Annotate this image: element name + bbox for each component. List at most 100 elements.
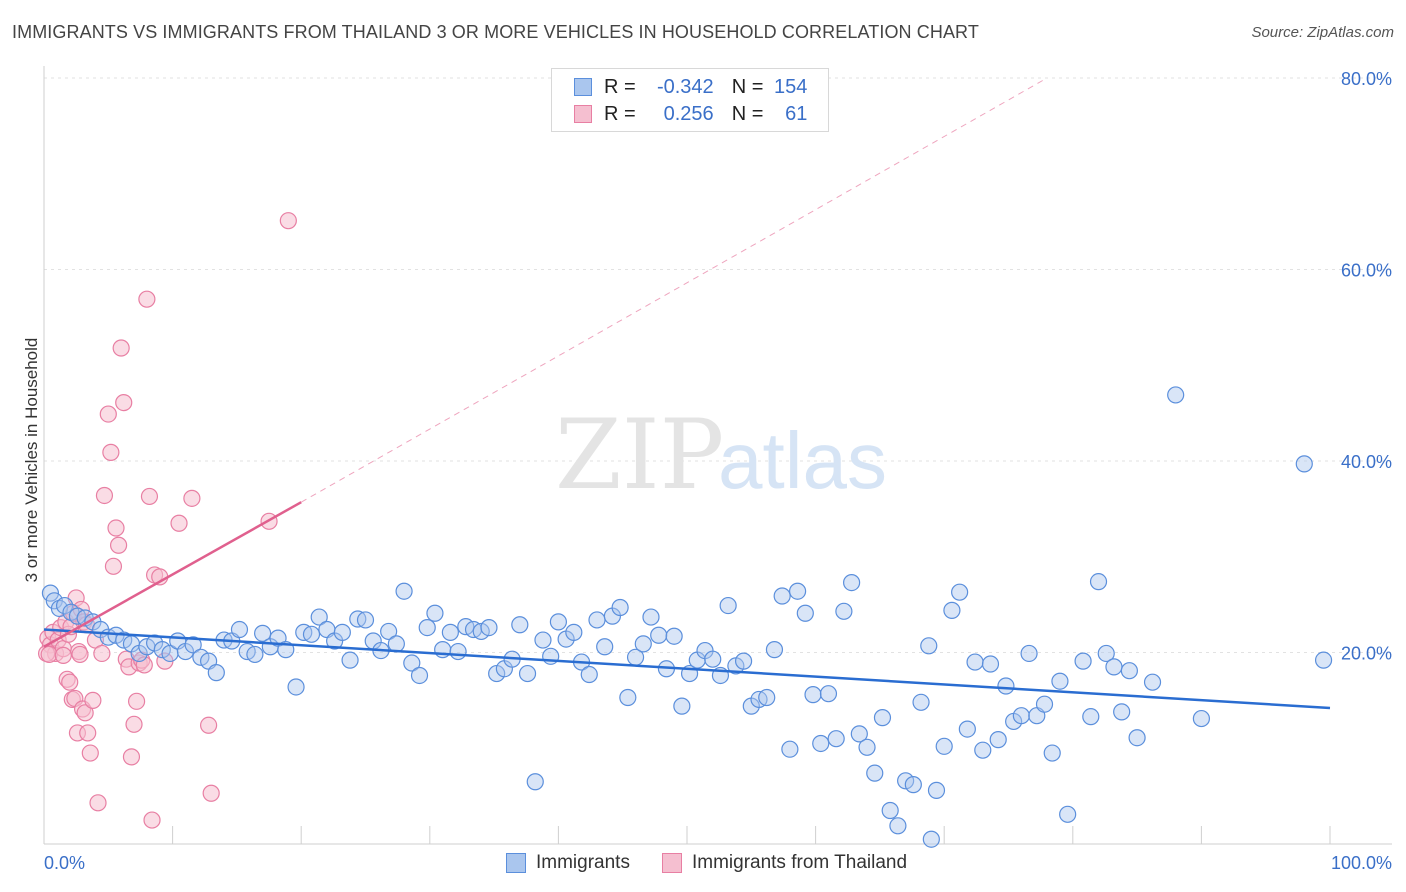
- immigrants-point: [1082, 708, 1100, 726]
- immigrants-point: [858, 738, 876, 756]
- thailand-point: [89, 794, 107, 812]
- immigrants-point: [1295, 455, 1313, 473]
- legend-swatch-pink: [661, 853, 682, 873]
- immigrants-point: [549, 613, 568, 631]
- thailand-point: [279, 212, 297, 230]
- thailand-point: [104, 557, 123, 575]
- x-tick-label: 100.0%: [1331, 853, 1392, 873]
- series-immigrants-points: [41, 386, 1333, 848]
- immigrants-point: [192, 648, 210, 666]
- immigrants-point: [534, 631, 552, 649]
- immigrants-point: [881, 801, 899, 820]
- immigrants-point: [819, 685, 838, 703]
- thailand-point: [140, 487, 159, 506]
- immigrants-point: [1020, 644, 1038, 663]
- y-tick-label: 60.0%: [1341, 261, 1392, 281]
- immigrants-point: [843, 574, 861, 592]
- immigrants-point: [981, 655, 1000, 673]
- immigrants-point: [943, 601, 961, 619]
- legend-n-label: N =: [731, 102, 764, 125]
- immigrants-point: [719, 596, 737, 615]
- immigrants-point: [997, 677, 1015, 695]
- thailand-point: [200, 716, 218, 734]
- thailand-point: [115, 393, 133, 412]
- immigrants-point: [611, 598, 629, 617]
- immigrants-point: [1035, 695, 1054, 713]
- thailand-point: [99, 405, 117, 423]
- trend-lines: [43, 77, 1331, 710]
- immigrants-point: [449, 642, 467, 661]
- immigrants-point: [758, 688, 776, 707]
- thailand-point: [112, 339, 130, 357]
- immigrants-point: [588, 611, 606, 629]
- legend-swatch-blue: [506, 853, 526, 873]
- thailand-point: [84, 691, 102, 709]
- immigrants-point: [441, 623, 459, 641]
- legend-swatch-blue: [574, 78, 592, 96]
- thailand-point: [170, 514, 188, 532]
- immigrants-point: [287, 678, 305, 696]
- thailand-point: [183, 489, 201, 507]
- immigrants-point: [1120, 662, 1138, 680]
- source-label: Source: ZipAtlas.com: [1251, 24, 1394, 41]
- thailand-point: [109, 536, 128, 554]
- immigrants-point: [619, 688, 637, 707]
- legend-r-value: 0.256: [663, 102, 714, 125]
- legend-r-label: R =: [604, 102, 636, 125]
- thailand-trend-line: [43, 501, 302, 648]
- immigrants-point: [951, 583, 969, 601]
- immigrants-point: [904, 776, 922, 794]
- immigrants-point: [1143, 673, 1162, 691]
- chart-title: IMMIGRANTS VS IMMIGRANTS FROM THAILAND 3…: [12, 22, 979, 42]
- legend-label-immigrants: Immigrants: [536, 852, 630, 873]
- immigrants-point: [341, 651, 359, 669]
- thailand-point: [54, 646, 72, 664]
- thailand-point: [95, 486, 114, 505]
- immigrants-point: [1128, 729, 1146, 747]
- legend-swatch-pink: [574, 105, 592, 123]
- thailand-point: [79, 724, 97, 742]
- immigrants-point: [426, 604, 444, 622]
- immigrants-point: [634, 635, 652, 653]
- immigrants-point: [1012, 707, 1030, 725]
- immigrants-point: [1043, 744, 1061, 762]
- immigrants-point: [773, 587, 791, 605]
- immigrants-point: [518, 664, 537, 683]
- immigrants-point: [804, 686, 822, 704]
- immigrants-point: [650, 626, 668, 644]
- immigrants-point: [781, 740, 799, 758]
- thailand-point: [71, 645, 89, 664]
- immigrants-point: [989, 731, 1007, 749]
- immigrants-point: [835, 602, 853, 620]
- thailand-point: [122, 748, 141, 766]
- thailand-point: [143, 811, 161, 829]
- immigrants-point: [403, 654, 421, 672]
- legend-item-thailand: Immigrants from Thailand: [661, 852, 907, 874]
- immigrants-point: [873, 709, 892, 727]
- legend-row-thailand: R = 0.256 N = 61: [574, 102, 807, 126]
- grid-lines: [44, 77, 1392, 653]
- immigrants-point: [920, 637, 938, 655]
- legend-item-immigrants: Immigrants: [506, 852, 630, 874]
- immigrants-point: [380, 622, 398, 641]
- immigrants-point: [480, 619, 498, 637]
- immigrants-point: [526, 773, 544, 791]
- immigrants-point: [153, 641, 171, 659]
- immigrants-point: [1089, 573, 1108, 591]
- thailand-point: [61, 673, 79, 691]
- immigrants-point: [310, 608, 328, 626]
- immigrants-point: [333, 623, 351, 641]
- immigrants-point: [673, 697, 691, 715]
- immigrants-point: [912, 693, 930, 711]
- immigrants-point: [974, 741, 992, 759]
- immigrants-point: [889, 817, 907, 835]
- thailand-point: [138, 290, 156, 308]
- immigrants-point: [927, 781, 946, 799]
- thailand-point: [202, 784, 220, 802]
- correlation-legend: R = -0.342 N = 154 R = 0.256 N = 61: [551, 68, 829, 132]
- legend-r-value: -0.342: [656, 75, 714, 98]
- immigrants-point: [1105, 658, 1123, 676]
- thailand-point: [125, 715, 143, 733]
- immigrants-point: [184, 636, 202, 654]
